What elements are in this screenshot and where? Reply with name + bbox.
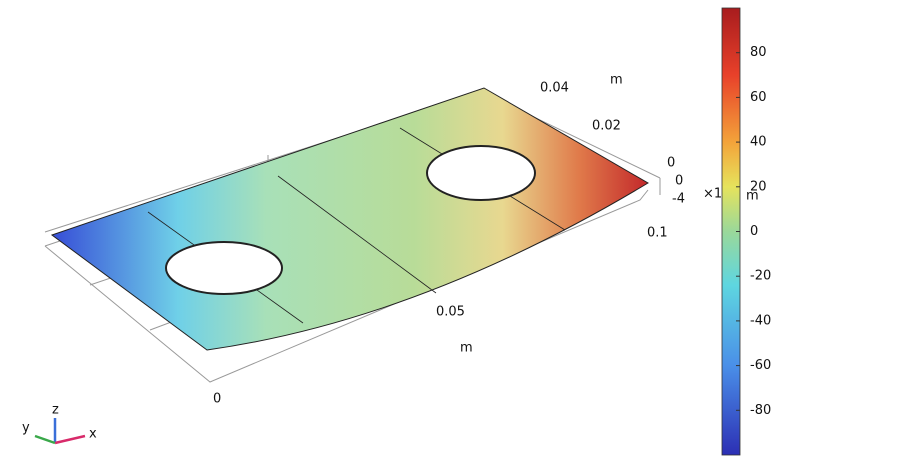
axis-label: 0.04	[540, 81, 569, 96]
colorbar-tick-label: -40	[750, 313, 771, 328]
axis-label: 0.1	[647, 226, 668, 241]
axis-label: ×1	[703, 187, 722, 202]
colorbar-tick-label: 20	[750, 179, 767, 194]
colorbar-tick-label: -80	[750, 403, 771, 418]
axis-label: 0	[213, 392, 221, 407]
hole	[166, 242, 282, 294]
colorbar-tick-label: 80	[750, 45, 767, 60]
colorbar-tick-label: 0	[750, 224, 758, 239]
plot-view: 0.04m0.0200-4×1m0.10.05m0zyx806040200-20…	[0, 0, 921, 457]
colorbar-tick-label: -60	[750, 358, 771, 373]
triad-label: z	[52, 403, 59, 418]
axis-label: m	[460, 341, 473, 356]
triad-label: y	[22, 421, 30, 436]
axis-label: 0	[667, 156, 675, 171]
axis-label: 0.05	[436, 305, 465, 320]
colorbar-tick-label: 40	[750, 135, 767, 150]
colorbar-tick-label: 60	[750, 90, 767, 105]
axis-label: m	[610, 73, 623, 88]
colorbar-tick-label: -20	[750, 269, 771, 284]
axis-label: -4	[672, 192, 685, 207]
axis-label: 0	[675, 174, 683, 189]
axis-label: 0.02	[592, 119, 621, 134]
triad-label: x	[89, 427, 97, 442]
plate	[52, 88, 648, 350]
axis-triad	[35, 418, 85, 443]
hole	[427, 146, 535, 200]
